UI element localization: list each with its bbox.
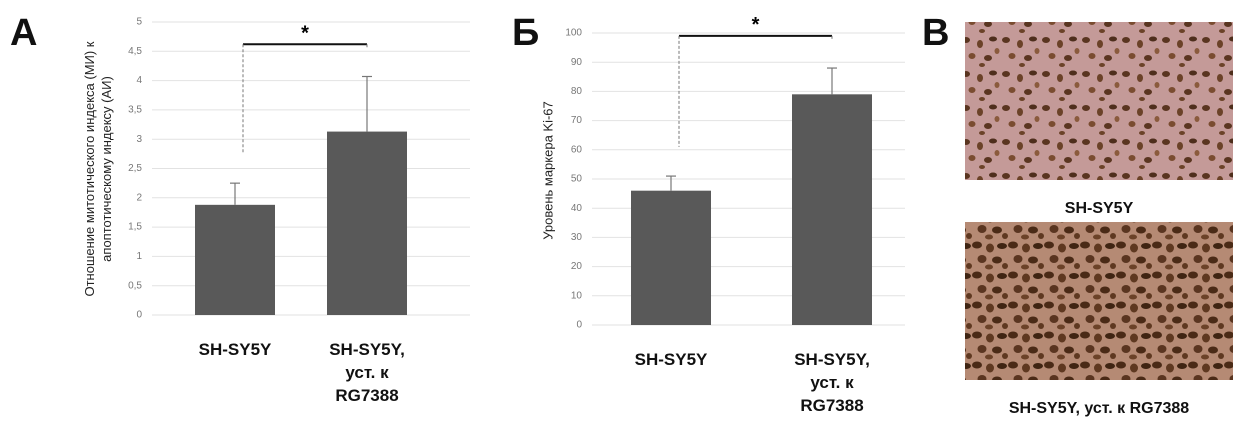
y-tick-label: 40 [571,203,583,214]
panel-label: А [10,12,37,55]
y-tick-label: 70 [571,115,583,126]
significance-star: * [752,14,760,36]
bar [195,205,275,315]
panel-label: Б [512,12,539,55]
y-tick-label: 4 [136,75,142,86]
y-tick-label: 60 [571,144,583,155]
y-tick-label: 0,5 [128,280,142,291]
figure: 0 0,5 1 1,5 2 2,5 3 3,5 4 4,5 5 * 0 10 20 30 40 50 60 70 80 9… [0,0,1247,428]
y-tick-label: 50 [571,174,583,185]
y-tick-label: 20 [571,261,583,272]
y-tick-label: 2,5 [128,163,142,174]
y-tick-label: 1 [136,251,142,262]
histology-image [965,222,1233,380]
y-tick-label: 0 [576,320,582,331]
y-tick-label: 3,5 [128,105,142,116]
x-tick-label: SH-SY5Y [616,348,726,371]
x-tick-label: SH-SY5Y, уст. к RG7388 [312,338,422,407]
bar [792,94,872,325]
x-tick-label: SH-SY5Y, уст. к RG7388 [777,348,887,417]
significance-star: * [301,23,309,45]
y-tick-label: 10 [571,290,583,301]
panel-label: В [922,12,949,55]
y-tick-label: 90 [571,57,583,68]
y-tick-label: 0 [136,310,142,321]
y-tick-label: 80 [571,86,583,97]
y-tick-label: 3 [136,134,142,145]
y-axis-label: Отношение митотического индекса (МИ) к а… [81,19,115,319]
x-tick-label: SH-SY5Y [180,338,290,361]
bar [631,191,711,325]
y-tick-label: 2 [136,192,142,203]
y-tick-label: 100 [565,28,582,39]
image-caption: SH-SY5Y, уст. к RG7388 [954,400,1244,418]
y-axis-label: Уровень маркера Ki-67 [540,21,557,321]
y-tick-label: 30 [571,232,583,243]
bar [327,132,407,315]
y-tick-label: 1,5 [128,222,142,233]
y-tick-label: 4,5 [128,46,142,57]
histology-image [965,22,1233,180]
y-tick-label: 5 [136,17,142,28]
image-caption: SH-SY5Y [954,200,1244,218]
